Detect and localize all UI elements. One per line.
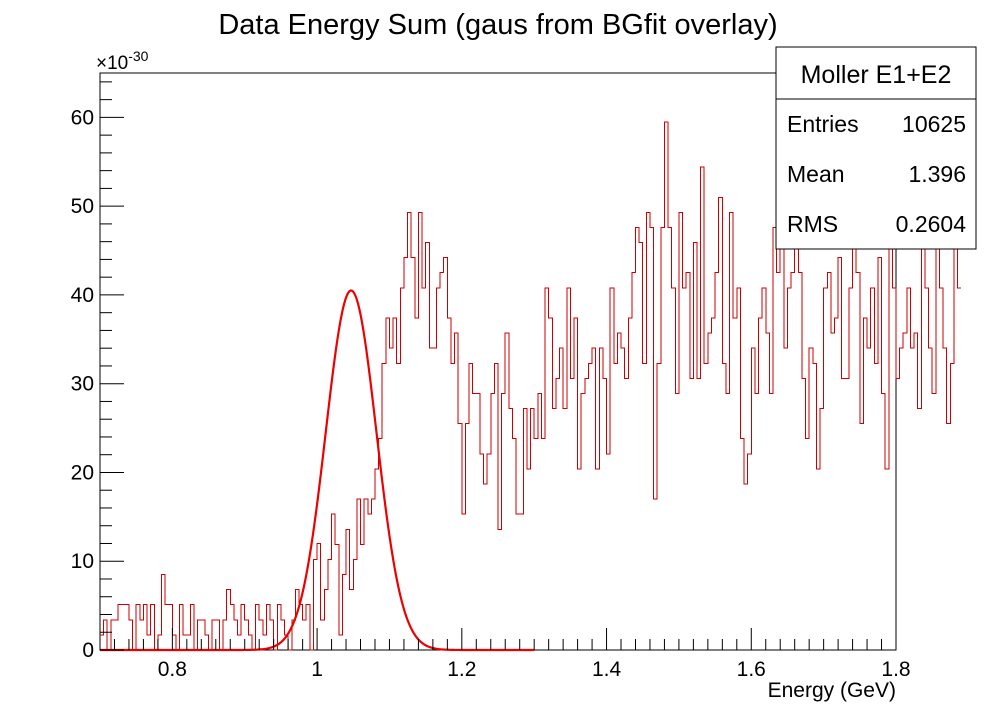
stats-box: Moller E1+E2 Entries 10625 Mean 1.396 RM… [775, 46, 977, 250]
x-tick-label: 1.2 [447, 658, 476, 681]
x-tick-label: 1 [311, 658, 323, 681]
y-tick-label: 0 [82, 639, 94, 662]
y-tick-label: 40 [71, 284, 94, 307]
stats-mean-value: 1.396 [908, 161, 966, 187]
y-tick-label: 50 [71, 195, 94, 218]
stats-box-frame [775, 46, 977, 250]
stats-entries-label: Entries [787, 111, 859, 137]
y-tick-label: 10 [71, 550, 94, 573]
x-tick-label: 1.4 [592, 658, 622, 681]
y-tick-label: 30 [71, 373, 94, 396]
y-axis-multiplier: ×10-30 [96, 48, 149, 74]
stats-rms-label: RMS [787, 211, 838, 237]
y-axis-multiplier-base: ×10 [96, 53, 128, 74]
x-tick-label: 0.8 [158, 658, 187, 681]
axes: 0.8 1 1.2 1.4 1.6 1.8 0 10 20 30 40 50 60 [71, 81, 911, 681]
y-tick-label: 60 [71, 106, 94, 129]
y-tick-label: 20 [71, 461, 94, 484]
stats-entries-value: 10625 [902, 111, 966, 137]
x-axis-label: Energy (GeV) [768, 679, 896, 702]
x-tick-label: 1.6 [737, 658, 766, 681]
stats-box-title: Moller E1+E2 [801, 61, 952, 89]
stats-mean-label: Mean [787, 161, 845, 187]
y-axis-multiplier-exponent: -30 [128, 48, 148, 64]
stats-rms-value: 0.2604 [896, 211, 967, 237]
chart-title: Data Energy Sum (gaus from BGfit overlay… [218, 9, 777, 41]
x-tick-label: 1.8 [881, 658, 910, 681]
